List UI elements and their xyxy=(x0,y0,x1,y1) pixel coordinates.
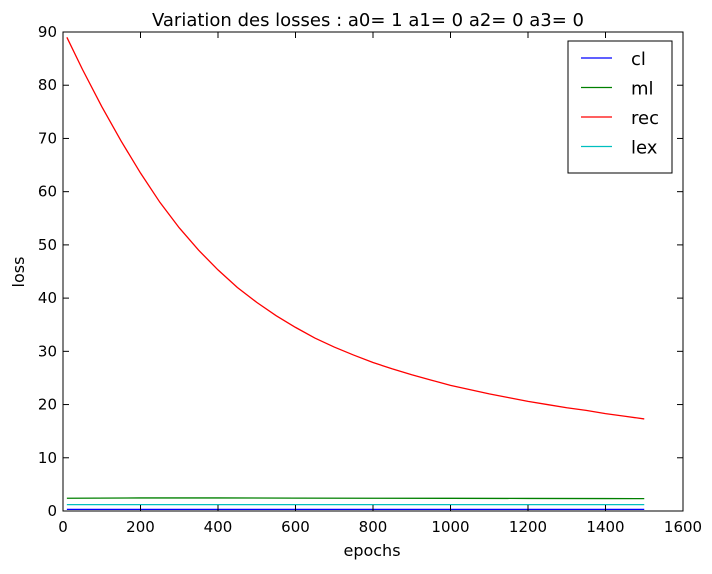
chart-title: Variation des losses : a0= 1 a1= 0 a2= 0… xyxy=(152,10,584,31)
x-tick-label: 600 xyxy=(281,518,310,536)
x-tick-label: 400 xyxy=(204,518,233,536)
x-tick-label: 0 xyxy=(58,518,68,536)
y-axis-label: loss xyxy=(9,257,28,288)
y-tick-label: 20 xyxy=(38,396,57,414)
legend-label-rec: rec xyxy=(631,108,659,129)
series-line-ml xyxy=(66,497,645,500)
legend-box xyxy=(567,40,673,174)
y-tick-label: 40 xyxy=(38,289,57,307)
y-tick-label: 90 xyxy=(38,23,57,41)
y-tick-label: 80 xyxy=(38,76,57,94)
x-tick-label: 1000 xyxy=(431,518,469,536)
y-tick-label: 30 xyxy=(38,342,57,360)
x-tick-label: 1600 xyxy=(664,518,702,536)
legend-label-cl: cl xyxy=(631,49,646,70)
y-tick-label: 50 xyxy=(38,236,57,254)
y-tick-label: 70 xyxy=(38,129,57,147)
x-tick-label: 1400 xyxy=(586,518,624,536)
x-axis-label: epochs xyxy=(343,541,400,560)
legend-label-lex: lex xyxy=(631,138,658,159)
legend-label-ml: ml xyxy=(631,79,654,100)
y-axis-ticks: 0 10 20 30 40 50 60 70 80 90 xyxy=(38,23,683,520)
legend: cl ml rec lex xyxy=(567,40,673,174)
y-tick-label: 10 xyxy=(38,449,57,467)
x-tick-label: 200 xyxy=(126,518,155,536)
y-tick-label: 0 xyxy=(47,502,57,520)
x-axis-ticks: 0 200 400 600 800 1000 1200 1400 1600 xyxy=(58,32,702,536)
x-tick-label: 800 xyxy=(359,518,388,536)
series-line-rec xyxy=(66,37,645,420)
x-tick-label: 1200 xyxy=(509,518,547,536)
y-tick-label: 60 xyxy=(38,183,57,201)
